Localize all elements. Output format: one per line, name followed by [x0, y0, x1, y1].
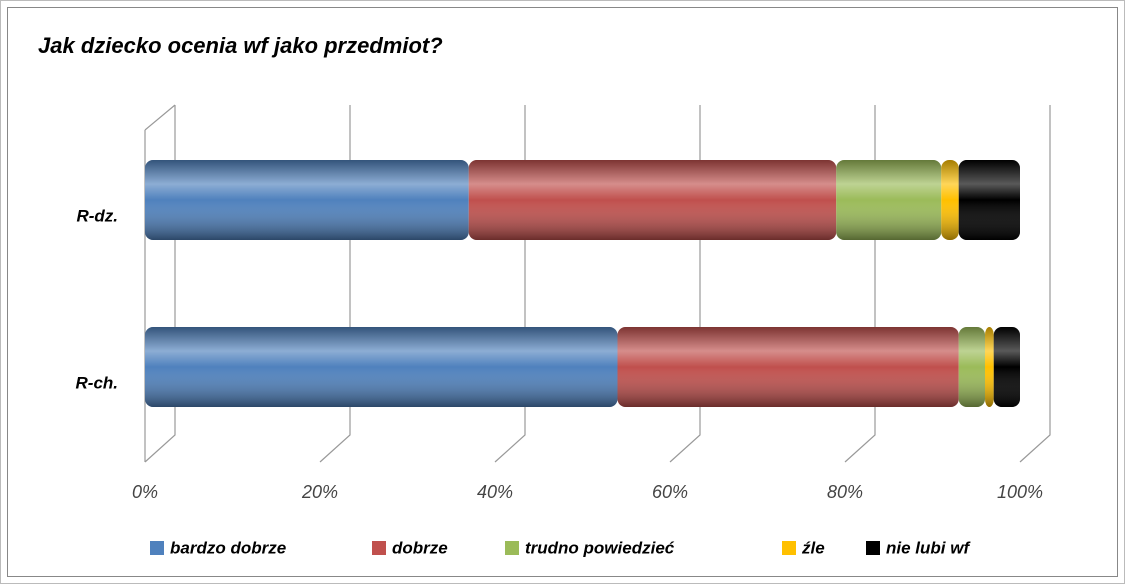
- x-tick-label: 0%: [132, 482, 158, 502]
- category-label: R-dz.: [76, 206, 118, 225]
- bar-shade: [993, 327, 1020, 407]
- x-tick-label: 80%: [827, 482, 863, 502]
- x-tick-label: 100%: [997, 482, 1043, 502]
- legend-swatch: [505, 541, 519, 555]
- legend-label: nie lubi wf: [886, 538, 971, 557]
- legend-swatch: [866, 541, 880, 555]
- chart-title: Jak dziecko ocenia wf jako przedmiot?: [38, 33, 443, 58]
- bar-shade: [958, 327, 985, 407]
- x-tick-label: 60%: [652, 482, 688, 502]
- bar-shade: [941, 160, 959, 240]
- x-tick-label: 20%: [301, 482, 338, 502]
- bar-shade: [145, 327, 618, 407]
- chart-frame: [7, 7, 1118, 577]
- legend-swatch: [782, 541, 796, 555]
- x-tick-label: 40%: [477, 482, 513, 502]
- legend-label: bardzo dobrze: [170, 538, 286, 557]
- bar-shade: [468, 160, 837, 240]
- legend-swatch: [150, 541, 164, 555]
- legend-label: dobrze: [392, 538, 448, 557]
- legend-swatch: [372, 541, 386, 555]
- bar-shade: [836, 160, 942, 240]
- legend-label: trudno powiedzieć: [525, 538, 675, 557]
- category-label: R-ch.: [76, 373, 119, 392]
- legend-label: źle: [801, 538, 825, 557]
- bar-shade: [985, 327, 994, 407]
- bar-shade: [617, 327, 959, 407]
- bar-shade: [958, 160, 1020, 240]
- grid-line: [1019, 105, 1051, 463]
- bar-shade: [145, 160, 469, 240]
